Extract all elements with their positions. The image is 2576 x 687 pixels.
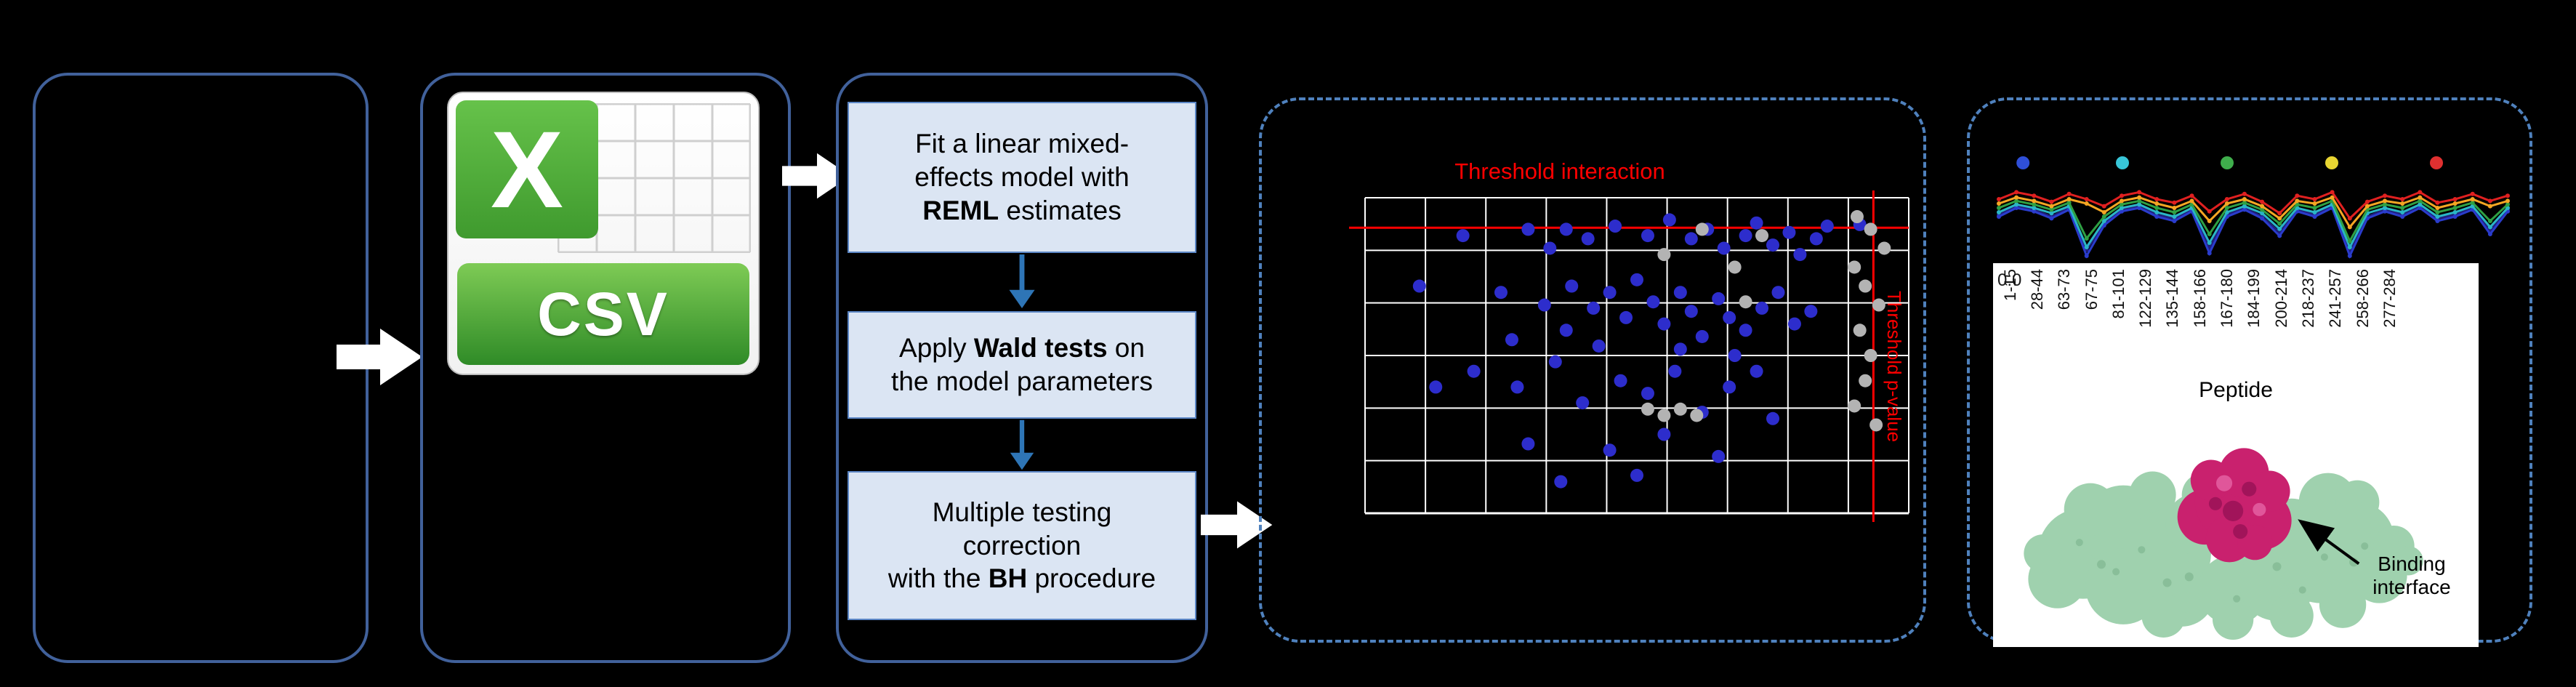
- volcano-title: Threshold interaction: [1454, 158, 1665, 184]
- step-bh-correction-text: Multiple testing correction with the BH …: [887, 497, 1156, 594]
- profile-markers-red: [1997, 190, 2510, 221]
- step-bh-correction: Multiple testing correction with the BH …: [848, 471, 1196, 620]
- peptide-tick: 258-266: [2353, 269, 2372, 328]
- peptide-tick: 184-199: [2245, 269, 2263, 328]
- arrow-right-3: [1201, 501, 1273, 549]
- profile-line-blue: [1998, 206, 2509, 259]
- profile-line-green: [1998, 199, 2509, 244]
- excel-x-letter: X: [490, 108, 564, 230]
- peptide-tick: 81-101: [2109, 269, 2128, 319]
- legend-dot: [2221, 156, 2234, 169]
- binding-interface-label: Binding interface: [2372, 553, 2451, 599]
- panel-results-volcano: Threshold interaction Threshold p-value: [1259, 97, 1926, 643]
- csv-file-icon: X CSV: [447, 92, 760, 375]
- peptide-tick: 200-214: [2271, 269, 2290, 328]
- arrow-right-2: [782, 153, 851, 199]
- peptide-tick: 241-257: [2326, 269, 2345, 328]
- peptide-tick: 167-180: [2218, 269, 2237, 328]
- legend-dot: [2016, 156, 2030, 169]
- arrow-right-1: [337, 329, 422, 385]
- panel-csv-file: X CSV: [420, 73, 791, 663]
- peptide-tick: 135-144: [2163, 269, 2182, 328]
- csv-banner-label: CSV: [537, 279, 669, 348]
- peptide-tick-labels: 1-15 28-44 63-73 67-75 81-101 122-129 135-144 1…: [1997, 269, 2403, 385]
- peptide-tick: 63-73: [2055, 269, 2074, 310]
- excel-x-logo: X: [456, 100, 598, 238]
- csv-banner: CSV: [457, 263, 749, 365]
- volcano-scatter-chart: [1349, 190, 1909, 522]
- step-wald-tests-text: Apply Wald tests on the model parameters: [891, 333, 1153, 396]
- profile-markers-green: [1997, 198, 2510, 244]
- peptide-tick: 158-166: [2190, 269, 2209, 328]
- peptide-tick: 218-237: [2298, 269, 2317, 328]
- scatter-series-significant-peptides: [1412, 213, 1867, 489]
- binding-region-shading: [2208, 481, 2257, 539]
- profile-line-teal: [1998, 203, 2509, 250]
- protein-structure: [2024, 448, 2423, 640]
- step-wald-tests: Apply Wald tests on the model parameters: [848, 311, 1196, 419]
- peptide-profile-chart: [1997, 156, 2510, 259]
- profile-markers-orange: [1997, 195, 2510, 230]
- peptide-tick: 122-129: [2136, 269, 2155, 328]
- binding-arrow: [2298, 519, 2360, 565]
- peptide-tick: 277-284: [2380, 269, 2399, 328]
- panel-input: [33, 73, 369, 663]
- peptide-axis-label: Peptide: [2199, 378, 2273, 402]
- profile-line-red: [1998, 190, 2508, 220]
- scatter-series-non-significant-peptides: [1641, 210, 1891, 432]
- y-axis-tick: 0.0: [1997, 270, 2022, 290]
- binding-region-highlight: [2215, 475, 2266, 516]
- legend-dot: [2430, 156, 2443, 169]
- peptide-tick: 28-44: [2027, 269, 2046, 310]
- panel-peptide-profile: 0.0 1-15 28-44 63-73 67-75 81-101 122-129 135-…: [1967, 97, 2532, 647]
- peptide-tick: 67-75: [2082, 269, 2101, 310]
- threshold-pvalue-label: Threshold p-value: [1883, 291, 1905, 443]
- profile-line-orange: [1998, 196, 2508, 229]
- peptide-tick: 1-15: [2000, 269, 2019, 302]
- arrow-down-1: [1009, 254, 1035, 309]
- profile-markers-teal: [1997, 202, 2510, 249]
- peptide-plot-area: 0.0 1-15 28-44 63-73 67-75 81-101 122-129 135-…: [1993, 263, 2479, 647]
- csv-page: X CSV: [447, 92, 760, 375]
- step-fit-model: Fit a linear mixed- effects model with R…: [848, 102, 1196, 253]
- legend-dot: [2116, 156, 2129, 169]
- legend-dot: [2325, 156, 2338, 169]
- step-fit-model-text: Fit a linear mixed- effects model with R…: [914, 129, 1130, 225]
- panel-model-steps: Fit a linear mixed- effects model with R…: [836, 73, 1208, 663]
- arrow-down-2: [1010, 419, 1034, 470]
